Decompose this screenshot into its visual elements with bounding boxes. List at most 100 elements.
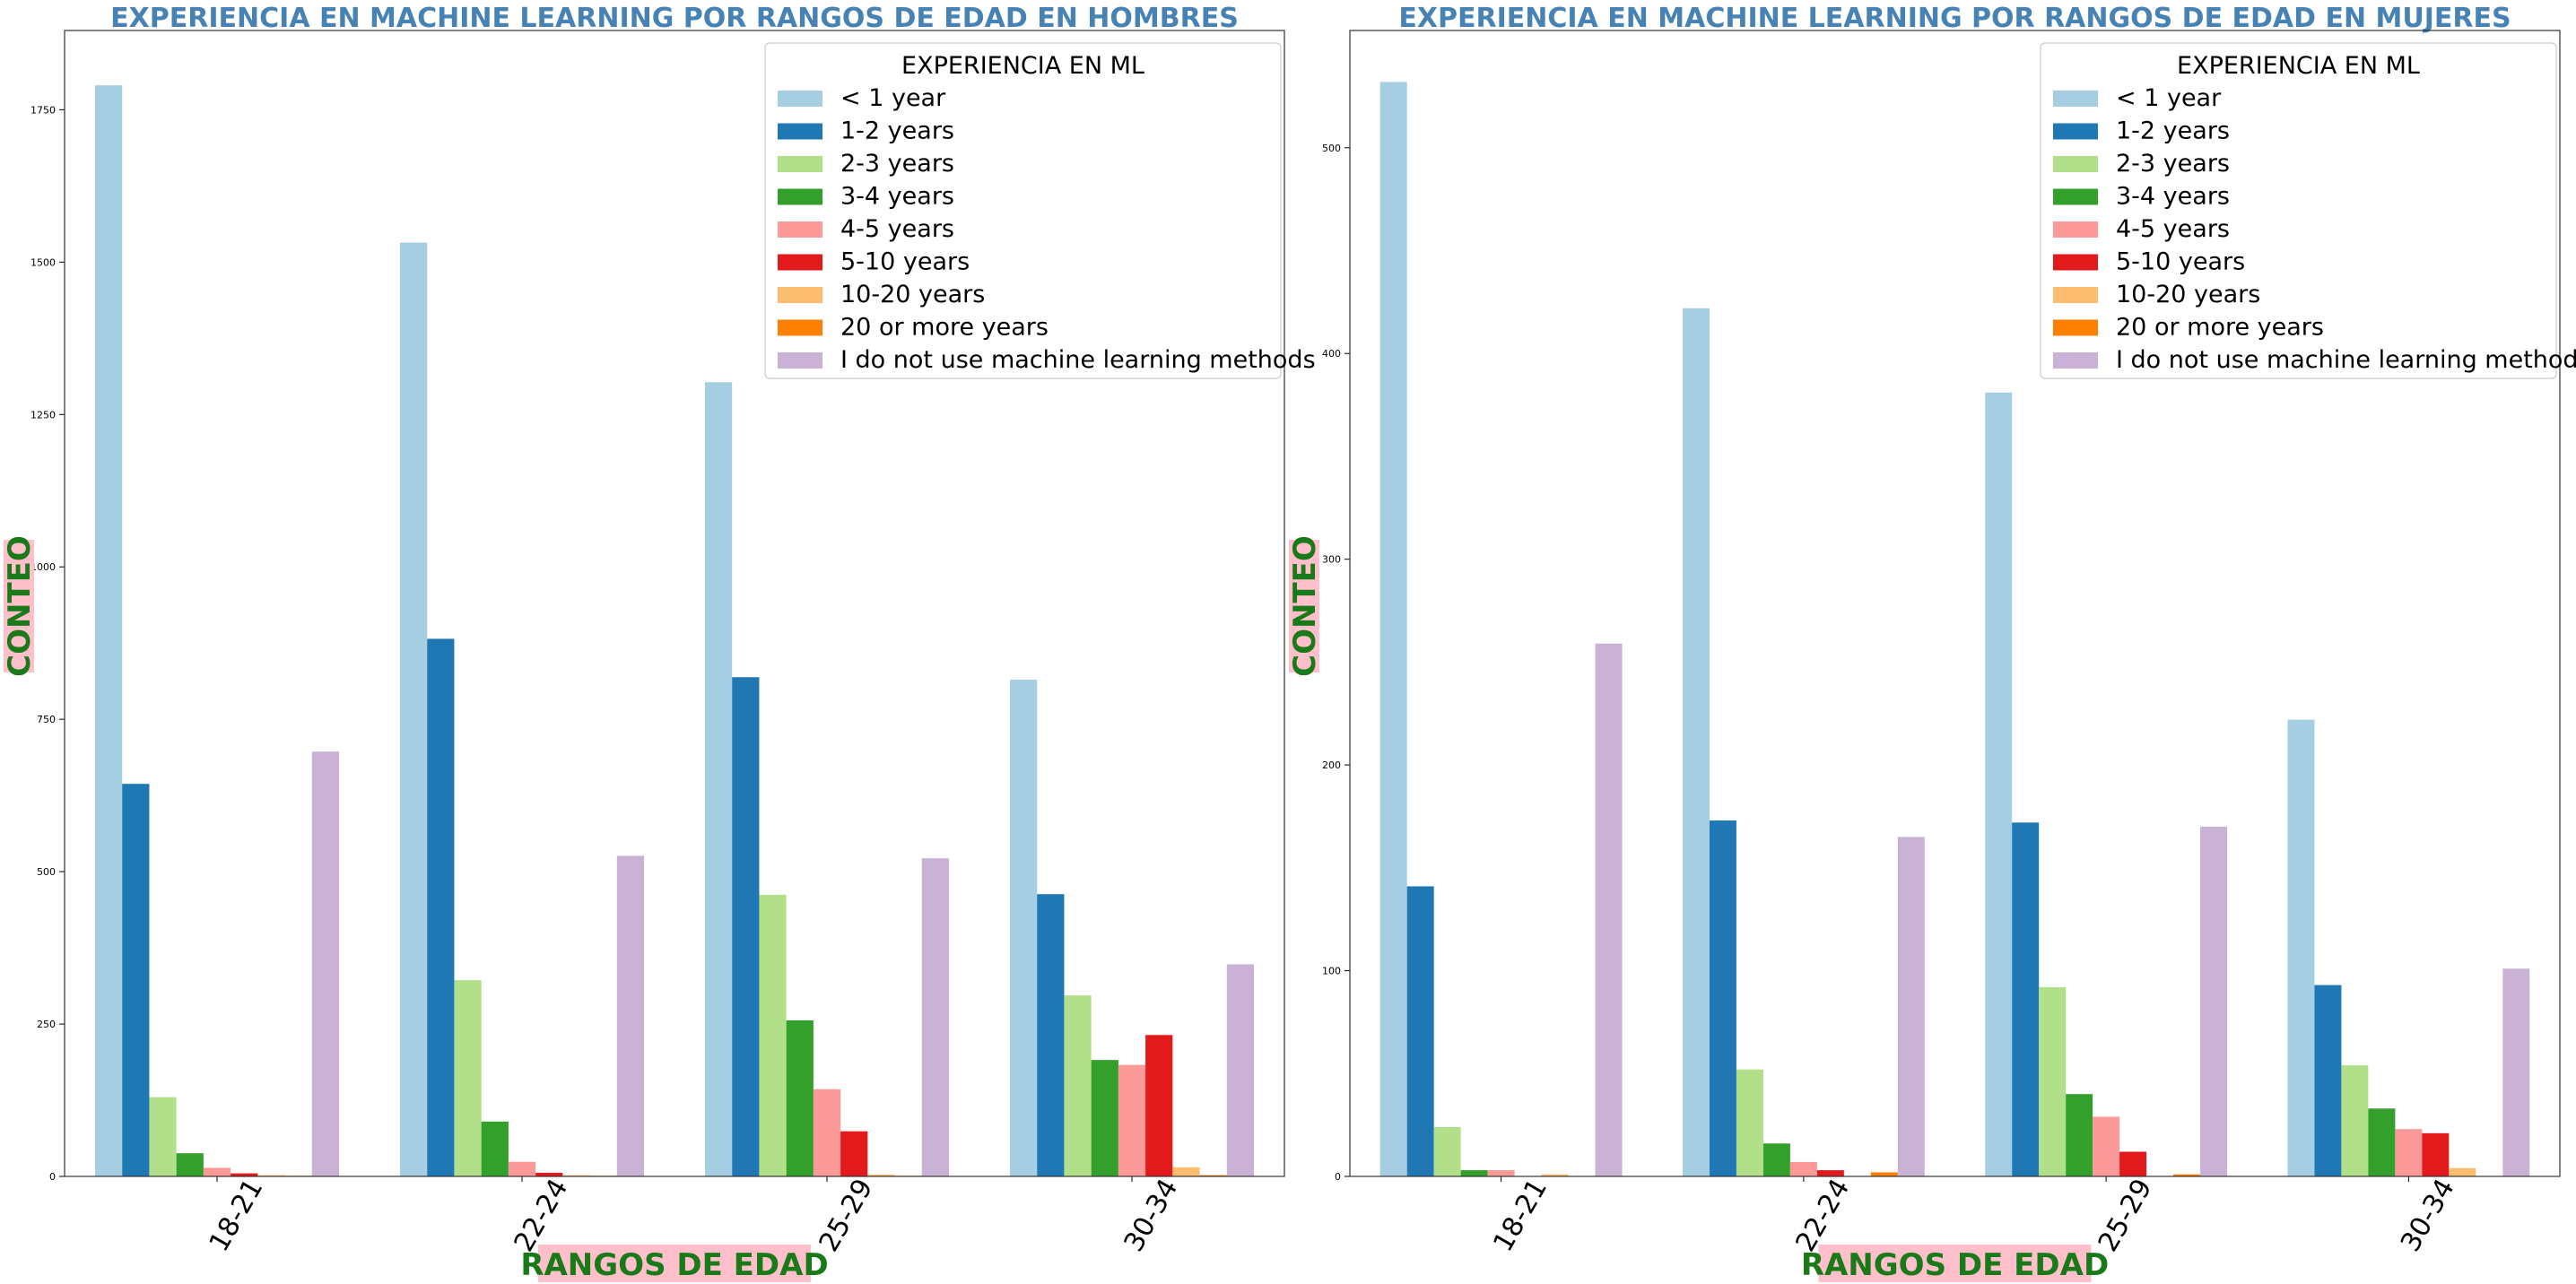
bar: [1460, 1170, 1488, 1176]
bar: [1541, 1174, 1569, 1176]
bar: [2066, 1094, 2093, 1176]
bar: [400, 242, 428, 1177]
bar: [481, 1121, 509, 1176]
bar: [2012, 822, 2040, 1176]
bar: [1762, 1143, 1790, 1176]
bar: [1226, 964, 1254, 1176]
y-tick-label: 500: [37, 866, 56, 878]
bar: [2200, 826, 2228, 1176]
legend-entry: 4-5 years: [840, 215, 954, 243]
bar: [95, 85, 123, 1176]
y-axis-label: CONTEO: [1287, 535, 1323, 677]
bar: [122, 784, 150, 1176]
chart-title: EXPERIENCIA EN MACHINE LEARNING POR RANG…: [110, 3, 1239, 34]
legend-swatch: [2053, 254, 2098, 271]
bar: [1172, 1167, 1200, 1176]
y-axis-label-background: [4, 540, 34, 672]
bar: [759, 894, 787, 1176]
bar: [1789, 1161, 1817, 1176]
bar: [2119, 1151, 2147, 1176]
bar: [1064, 995, 1092, 1176]
x-axis-label-background: [538, 1245, 811, 1282]
bar: [203, 1167, 231, 1176]
legend-entry: I do not use machine learning methods: [840, 346, 1316, 374]
y-tick-label: 0: [1335, 1171, 1341, 1183]
x-tick-label: 30-34: [1118, 1174, 1185, 1257]
x-axis-label: RANGOS DE EDAD: [520, 1247, 828, 1283]
chart-title: EXPERIENCIA EN MACHINE LEARNING POR RANG…: [1398, 3, 2511, 34]
legend-title: EXPERIENCIA EN ML: [901, 52, 1144, 80]
bar: [1118, 1064, 1146, 1176]
legend-swatch: [778, 188, 822, 205]
legend-swatch: [778, 123, 822, 140]
legend-swatch: [778, 319, 822, 336]
legend-entry: 5-10 years: [2116, 248, 2245, 276]
bar: [1682, 308, 1710, 1176]
bar: [2395, 1129, 2423, 1176]
chart-panel-mujeres: EXPERIENCIA EN MACHINE LEARNING POR RANG…: [1287, 3, 2576, 1283]
legend-swatch: [2053, 287, 2098, 303]
x-tick-label: 25-29: [814, 1174, 880, 1257]
legend-entry: 1-2 years: [2116, 117, 2230, 145]
legend-entry: 1-2 years: [840, 117, 954, 145]
legend-swatch: [778, 156, 822, 172]
legend-swatch: [778, 221, 822, 238]
bar: [2287, 719, 2315, 1176]
bar: [149, 1097, 177, 1176]
legend-entry: 3-4 years: [840, 183, 954, 211]
x-tick-label: 25-29: [2093, 1174, 2159, 1257]
legend-swatch: [2053, 123, 2098, 140]
legend-box: [764, 42, 1282, 379]
bar: [2422, 1132, 2450, 1176]
bar: [616, 855, 644, 1176]
bar: [1091, 1060, 1118, 1176]
bar: [786, 1019, 814, 1176]
bar: [1010, 679, 1038, 1176]
bar: [2314, 985, 2342, 1176]
legend-swatch: [2053, 221, 2098, 238]
legend-entry: 3-4 years: [2116, 183, 2230, 211]
legend-swatch: [2053, 156, 2098, 172]
legend-entry: 4-5 years: [2116, 215, 2230, 243]
bar: [1406, 886, 1434, 1176]
x-axis-label-background: [1818, 1245, 2092, 1282]
bar: [1897, 837, 1925, 1176]
legend-swatch: [778, 287, 822, 303]
bar: [2173, 1174, 2201, 1176]
bar: [840, 1131, 868, 1176]
x-tick-label: 18-21: [1487, 1174, 1553, 1257]
y-tick-label: 100: [1322, 966, 1341, 977]
bar: [2449, 1167, 2476, 1176]
y-axis-label: CONTEO: [2, 535, 38, 677]
plot-frame: [64, 30, 1285, 1177]
bar: [2368, 1108, 2396, 1176]
bar: [176, 1153, 204, 1176]
y-tick-label: 750: [37, 714, 56, 725]
bar: [921, 858, 949, 1176]
bar: [705, 382, 733, 1176]
bar: [311, 751, 339, 1176]
legend-entry: 10-20 years: [2116, 281, 2260, 308]
legend-entry: I do not use machine learning methods: [2116, 346, 2576, 374]
legend-swatch: [2053, 91, 2098, 107]
bar: [1736, 1069, 1763, 1176]
y-tick-label: 250: [37, 1019, 56, 1030]
y-tick-label: 300: [1322, 554, 1341, 566]
y-tick-label: 1250: [30, 409, 56, 421]
legend: EXPERIENCIA EN ML < 1 year 1-2 years 2-3 ye…: [2040, 42, 2576, 379]
legend-entry: 2-3 years: [2116, 150, 2230, 178]
legend-swatch: [778, 254, 822, 271]
y-tick-label: 200: [1322, 759, 1341, 771]
legend-swatch: [2053, 352, 2098, 369]
legend-swatch: [2053, 188, 2098, 205]
legend-entry: 20 or more years: [2116, 314, 2324, 342]
bar: [1870, 1172, 1898, 1176]
bar: [427, 638, 455, 1176]
bar: [535, 1172, 563, 1176]
bar: [867, 1174, 895, 1176]
bar: [1037, 894, 1065, 1176]
bar: [508, 1161, 536, 1176]
bar: [454, 980, 482, 1176]
bar: [2502, 968, 2530, 1176]
